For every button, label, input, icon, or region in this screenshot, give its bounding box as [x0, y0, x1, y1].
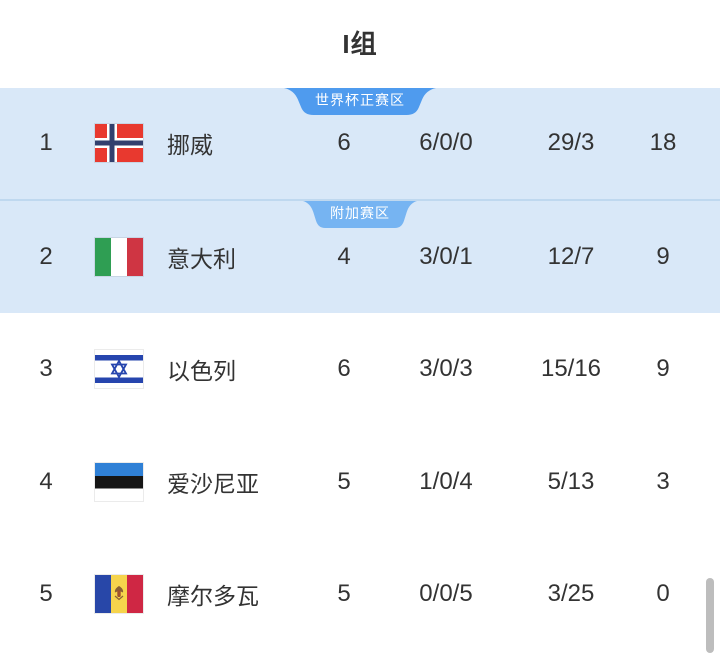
goals-cell: 3/25	[547, 580, 595, 608]
moldova-flag-icon	[95, 575, 143, 614]
win-draw-loss-cell: 0/0/5	[419, 580, 473, 608]
rank-cell: 5	[39, 580, 53, 608]
israel-flag-icon	[95, 350, 143, 389]
standings-table: 世界杯正赛区 1 挪威 6 6/0/0 29/3 18 附加赛区 2	[0, 88, 720, 651]
rank-cell: 2	[39, 242, 53, 270]
italy-flag-icon	[95, 237, 143, 276]
team-name: 爱沙尼亚	[167, 470, 259, 497]
rank-cell: 3	[39, 355, 53, 383]
played-cell: 5	[337, 467, 351, 495]
qualification-zone-badge: 世界杯正赛区	[284, 88, 436, 115]
norway-flag-icon	[95, 124, 143, 163]
win-draw-loss-cell: 3/0/3	[419, 355, 473, 383]
qualification-zone-label: 世界杯正赛区	[315, 92, 405, 108]
points-cell: 18	[649, 129, 677, 157]
standings-row-norway[interactable]: 世界杯正赛区 1 挪威 6 6/0/0 29/3 18	[0, 88, 720, 201]
scrollbar-thumb[interactable]	[706, 578, 714, 653]
estonia-flag-icon	[95, 462, 143, 501]
team-name: 摩尔多瓦	[167, 583, 259, 610]
points-cell: 3	[656, 467, 670, 495]
standings-row-israel[interactable]: 3 以色列 6 3/0/3 15/16 9	[0, 313, 720, 426]
win-draw-loss-cell: 3/0/1	[419, 242, 473, 270]
group-title: I组	[342, 29, 378, 59]
played-cell: 5	[337, 580, 351, 608]
points-cell: 0	[656, 580, 670, 608]
team-name: 以色列	[167, 358, 236, 385]
team-name: 意大利	[167, 245, 236, 272]
standings-row-italy[interactable]: 附加赛区 2 意大利 4 3/0/1 12/7 9	[0, 200, 720, 313]
points-cell: 9	[656, 242, 670, 270]
played-cell: 4	[337, 242, 351, 270]
team-name: 挪威	[167, 132, 213, 159]
played-cell: 6	[337, 355, 351, 383]
rank-cell: 4	[39, 467, 53, 495]
standings-row-moldova[interactable]: 5 摩尔多瓦 5 0/0/5 3/25 0	[0, 538, 720, 651]
win-draw-loss-cell: 6/0/0	[419, 129, 473, 157]
goals-cell: 5/13	[547, 467, 595, 495]
playoff-zone-badge: 附加赛区	[303, 200, 417, 228]
goals-cell: 12/7	[547, 242, 595, 270]
goals-cell: 15/16	[540, 355, 602, 383]
group-header: I组	[0, 0, 720, 88]
win-draw-loss-cell: 1/0/4	[419, 467, 473, 495]
playoff-zone-label: 附加赛区	[330, 204, 390, 221]
played-cell: 6	[337, 129, 351, 157]
rank-cell: 1	[39, 129, 53, 157]
standings-row-estonia[interactable]: 4 爱沙尼亚 5 1/0/4 5/13 3	[0, 425, 720, 538]
goals-cell: 29/3	[547, 129, 595, 157]
points-cell: 9	[656, 355, 670, 383]
